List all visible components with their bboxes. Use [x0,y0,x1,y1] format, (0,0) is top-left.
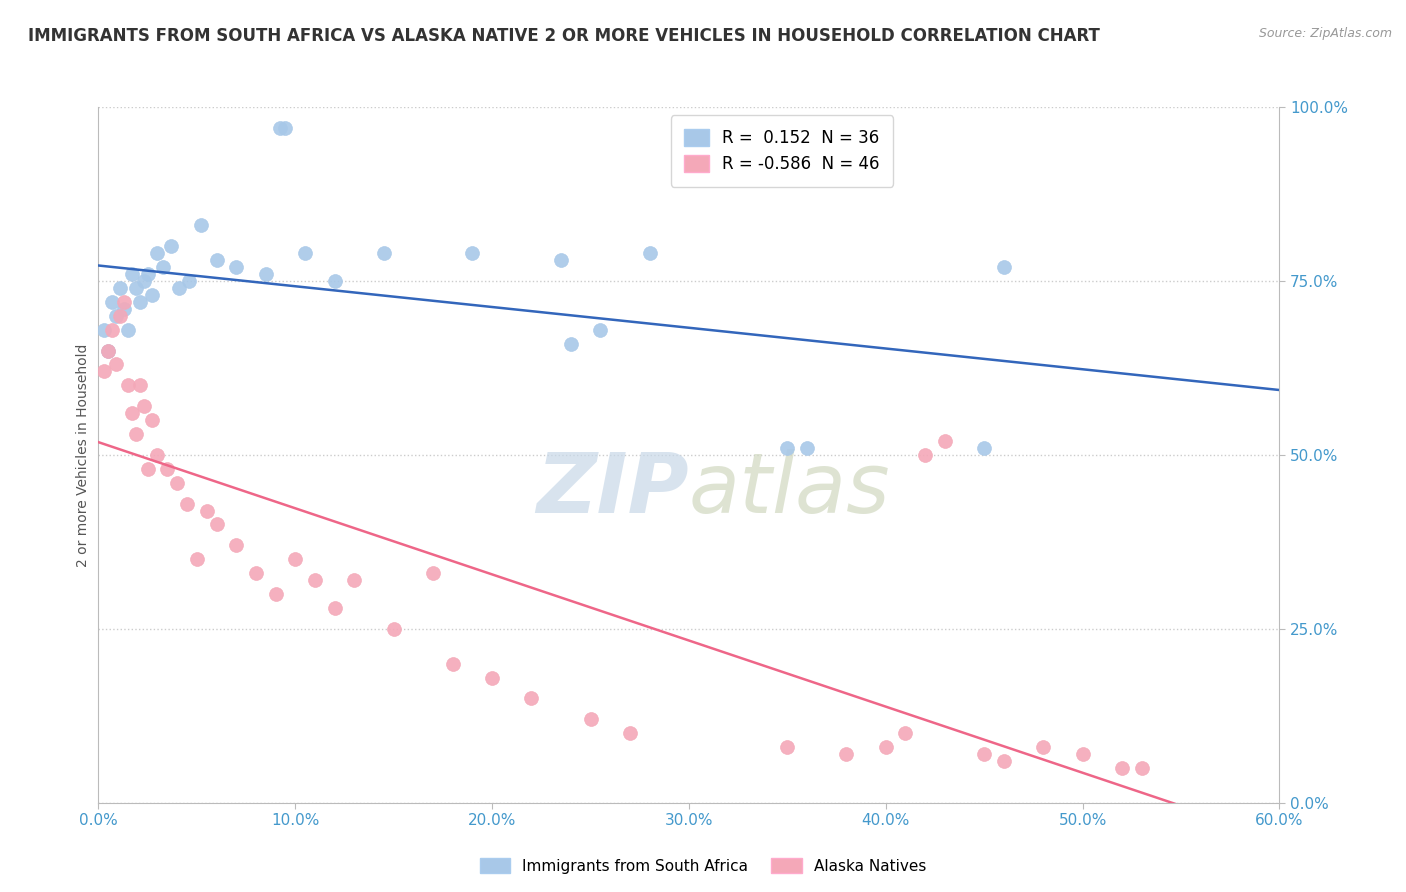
Point [225,538,247,552]
Point [186,552,208,566]
Point [973,747,995,761]
Point [343,573,366,587]
Y-axis label: 2 or more Vehicles in Household: 2 or more Vehicles in Household [76,343,90,566]
Point [146,246,169,260]
Point [520,691,543,706]
Point [638,246,661,260]
Point [776,441,799,455]
Point [166,475,188,490]
Point [177,274,200,288]
Point [1071,747,1094,761]
Point [294,246,316,260]
Point [205,517,228,532]
Point [190,219,212,233]
Point [117,323,139,337]
Point [152,260,174,274]
Point [225,260,247,274]
Point [579,712,602,726]
Point [176,497,198,511]
Point [835,747,858,761]
Point [93,323,115,337]
Point [205,253,228,268]
Point [105,358,128,372]
Point [97,343,120,358]
Point [136,462,159,476]
Text: Source: ZipAtlas.com: Source: ZipAtlas.com [1258,27,1392,40]
Point [105,309,128,323]
Point [125,427,148,442]
Point [128,378,150,392]
Point [132,274,155,288]
Point [101,294,124,309]
Point [1032,740,1054,755]
Point [875,740,897,755]
Point [245,566,267,581]
Point [195,503,218,517]
Point [112,301,135,316]
Point [1111,761,1133,775]
Legend: Immigrants from South Africa, Alaska Natives: Immigrants from South Africa, Alaska Nat… [474,852,932,880]
Point [993,260,1015,274]
Point [323,274,346,288]
Point [121,406,143,420]
Point [441,657,464,671]
Point [776,740,799,755]
Point [461,246,484,260]
Legend: R =  0.152  N = 36, R = -0.586  N = 46: R = 0.152 N = 36, R = -0.586 N = 46 [671,115,893,186]
Point [132,399,155,413]
Point [422,566,444,581]
Point [112,294,135,309]
Point [97,343,120,358]
Point [269,120,291,135]
Point [117,378,139,392]
Text: IMMIGRANTS FROM SOUTH AFRICA VS ALASKA NATIVE 2 OR MORE VEHICLES IN HOUSEHOLD CO: IMMIGRANTS FROM SOUTH AFRICA VS ALASKA N… [28,27,1099,45]
Point [619,726,641,740]
Point [125,281,148,295]
Point [560,336,582,351]
Point [141,288,163,302]
Point [304,573,326,587]
Point [160,239,183,253]
Point [264,587,287,601]
Point [156,462,179,476]
Point [128,294,150,309]
Point [382,622,405,636]
Point [589,323,612,337]
Point [167,281,190,295]
Point [373,246,395,260]
Point [141,413,163,427]
Point [1130,761,1153,775]
Point [993,754,1015,768]
Point [481,671,503,685]
Point [108,309,131,323]
Point [894,726,917,740]
Point [146,448,169,462]
Point [101,323,124,337]
Point [136,267,159,281]
Text: ZIP: ZIP [536,450,689,530]
Point [108,281,131,295]
Point [550,253,572,268]
Point [323,601,346,615]
Point [914,448,936,462]
Point [796,441,818,455]
Point [121,267,143,281]
Text: atlas: atlas [689,450,890,530]
Point [254,267,277,281]
Point [934,434,956,448]
Point [93,364,115,378]
Point [973,441,995,455]
Point [284,552,307,566]
Point [274,120,297,135]
